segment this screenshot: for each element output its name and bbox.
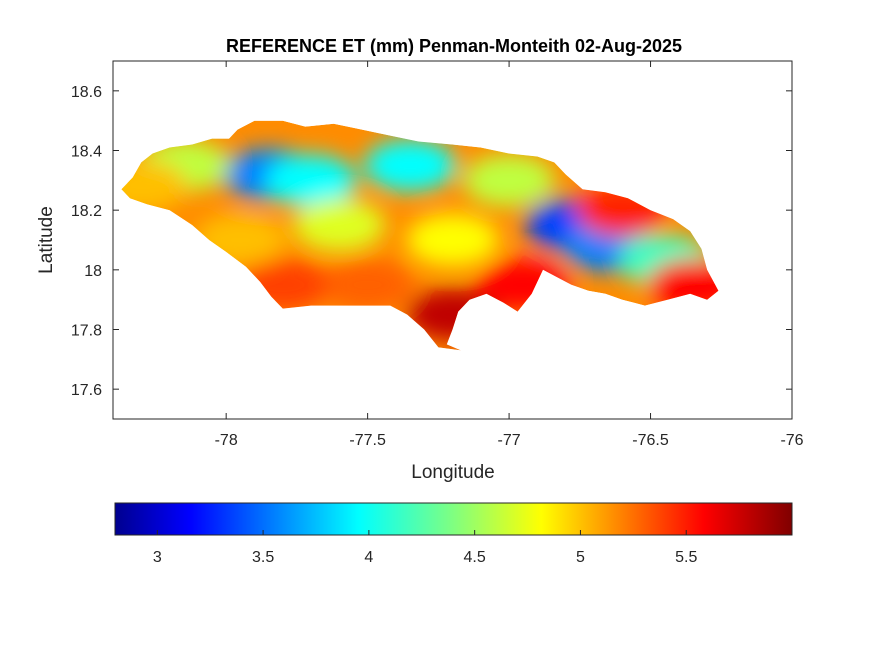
et-region <box>293 199 386 252</box>
y-tick-label: 18.4 <box>71 144 102 161</box>
x-axis: -78 -77.5 -77 -76.5 -76 <box>215 61 804 449</box>
et-region <box>321 258 414 311</box>
y-axis: 17.6 17.8 18 18.2 18.4 18.6 <box>71 84 792 399</box>
y-tick-label: 18.6 <box>71 84 102 101</box>
colorbar-ticks: 3 3.5 4 4.5 5 5.5 <box>153 530 697 566</box>
et-heatmap <box>121 120 719 351</box>
colorbar-tick-label: 5 <box>576 549 585 566</box>
et-region <box>121 160 188 213</box>
colorbar-tick-label: 3.5 <box>252 549 274 566</box>
et-region <box>364 139 457 192</box>
x-axis-label: Longitude <box>411 462 494 483</box>
et-region <box>406 214 499 266</box>
chart-title: REFERENCE ET (mm) Penman-Monteith 02-Aug… <box>226 36 682 56</box>
colorbar-tick-label: 4.5 <box>464 549 486 566</box>
y-tick-label: 17.6 <box>71 382 102 399</box>
et-region <box>265 154 358 207</box>
x-tick-label: -78 <box>215 432 238 449</box>
x-tick-label: -77.5 <box>349 432 386 449</box>
et-region <box>463 154 556 207</box>
y-tick-label: 17.8 <box>71 323 102 340</box>
y-tick-label: 18.2 <box>71 203 102 220</box>
colorbar-tick-label: 3 <box>153 549 162 566</box>
colorbar <box>114 502 793 536</box>
y-tick-label: 18 <box>84 263 102 280</box>
x-tick-label: -77 <box>498 432 521 449</box>
x-tick-label: -76 <box>780 432 803 449</box>
colorbar-tick-label: 5.5 <box>675 549 697 566</box>
x-tick-label: -76.5 <box>632 432 669 449</box>
colorbar-tick-label: 4 <box>364 549 373 566</box>
y-axis-label: Latitude <box>36 206 57 274</box>
